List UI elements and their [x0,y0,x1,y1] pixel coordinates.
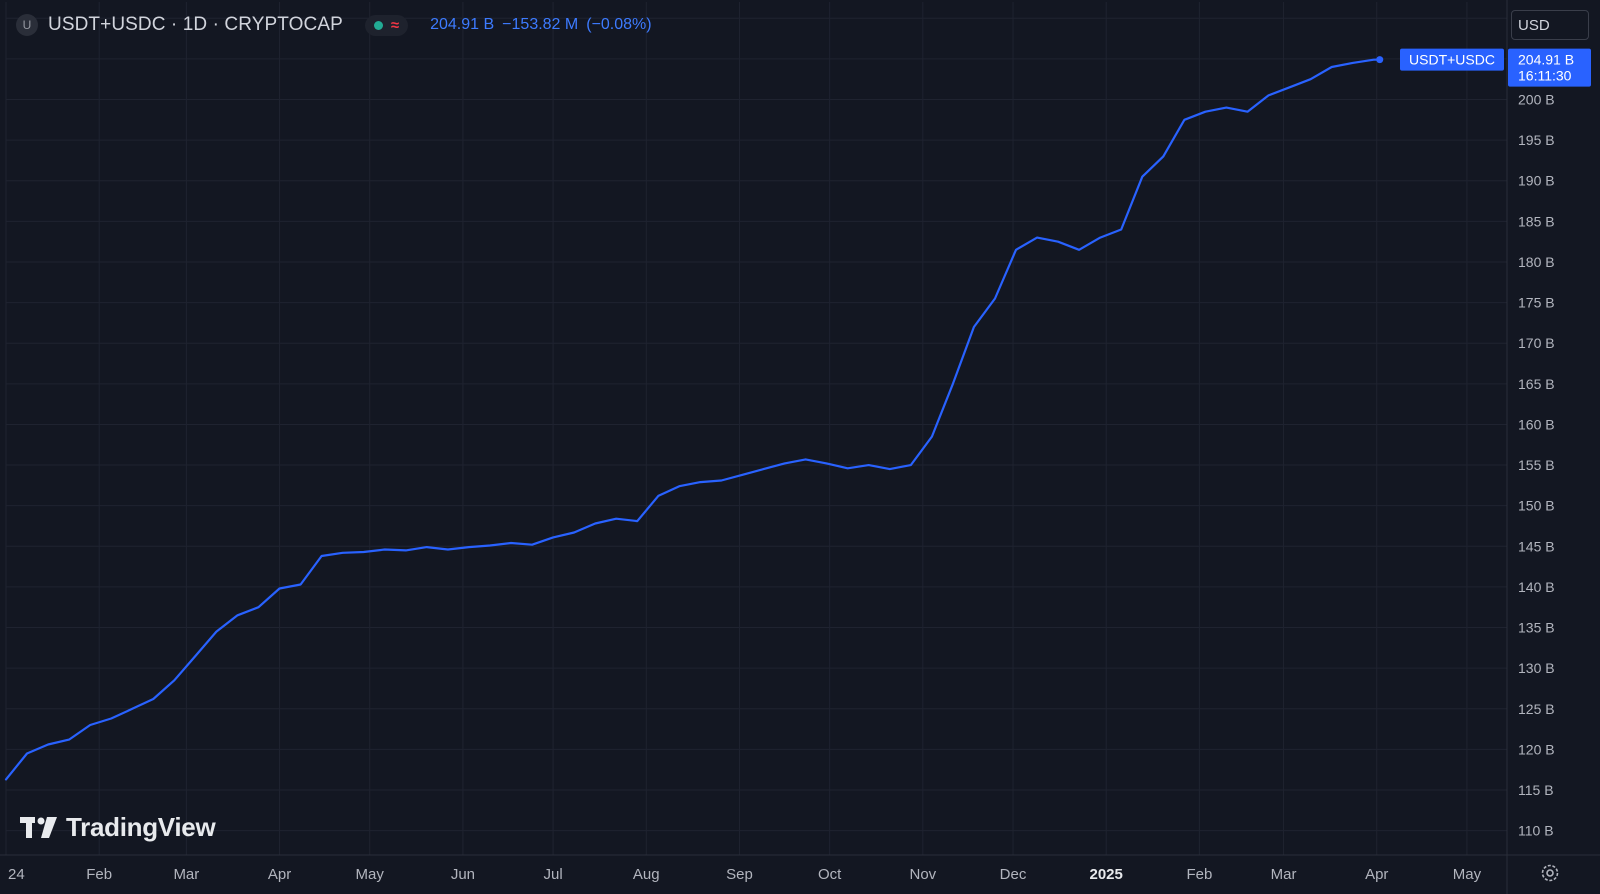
brand-name: TradingView [66,812,216,842]
x-tick-label: Nov [909,866,936,883]
y-tick-label: 185 B [1518,213,1555,229]
last-value: 204.91 B [430,16,495,33]
y-tick-label: 190 B [1518,173,1555,189]
x-tick-label: Apr [268,866,291,883]
wave-icon: ≈ [390,16,400,34]
series-name-tag [1400,48,1504,71]
series-line-usdt-usdc[interactable] [4,58,1381,781]
symbol-title[interactable]: USDT+USDC · 1D · CRYPTOCAP [48,14,343,35]
y-tick-label: 195 B [1518,132,1555,148]
y-tick-label: 160 B [1518,416,1555,432]
y-tick-label: 110 B [1518,823,1554,839]
x-tick-label: Mar [1271,866,1297,883]
market-open-dot-icon [373,20,383,30]
series-name-label: USDT+USDC [1409,52,1495,68]
tradingview-logo-icon [20,816,57,838]
y-tick-label: 125 B [1518,701,1555,717]
last-value-tag [1508,48,1591,87]
x-tick-label: Jul [544,866,563,883]
change-value: −153.82 M [502,16,579,33]
currency-selector[interactable]: USD [1511,10,1589,40]
y-tick-label: 115 B [1518,782,1554,798]
x-tick-label: Mar [173,866,199,883]
settings-gear-icon[interactable] [1539,862,1561,884]
x-tick-label: Jun [451,866,475,883]
symbol-icon[interactable]: U [16,14,38,36]
x-tick-label: Dec [1000,866,1027,883]
x-tick-label: 24 [8,866,25,883]
y-tick-label: 120 B [1518,741,1555,757]
y-tick-label: 150 B [1518,498,1555,514]
y-tick-label: 200 B [1518,91,1555,107]
y-tick-label: 165 B [1518,376,1555,392]
x-tick-label: 2025 [1090,866,1123,883]
y-tick-label: 140 B [1518,579,1555,595]
last-point-marker [1376,56,1384,64]
y-tick-label: 155 B [1518,457,1555,473]
countdown-label: 16:11:30 [1518,68,1572,84]
price-quote: 204.91 B −153.82 M (−0.08%) [430,16,652,34]
market-status[interactable]: ≈ [364,14,409,36]
change-percent: (−0.08%) [586,16,652,33]
y-tick-label: 170 B [1518,335,1555,351]
chart-header: U USDT+USDC · 1D · CRYPTOCAP ≈ 204.91 B … [16,12,652,38]
last-value-label: 204.91 B [1518,52,1574,68]
x-tick-label: Sep [726,866,753,883]
x-tick-label: Feb [1186,866,1212,883]
x-tick-label: Aug [633,866,660,883]
tradingview-logo[interactable]: TradingView [20,812,216,843]
x-tick-label: Apr [1365,866,1388,883]
x-tick-label: May [1453,866,1482,883]
x-tick-label: Feb [86,866,112,883]
y-tick-label: 145 B [1518,538,1555,554]
y-tick-label: 175 B [1518,295,1555,311]
y-tick-label: 130 B [1518,660,1555,676]
x-tick-label: Oct [818,866,842,883]
x-tick-label: May [356,866,385,883]
y-tick-label: 135 B [1518,620,1555,636]
y-tick-label: 180 B [1518,254,1555,270]
